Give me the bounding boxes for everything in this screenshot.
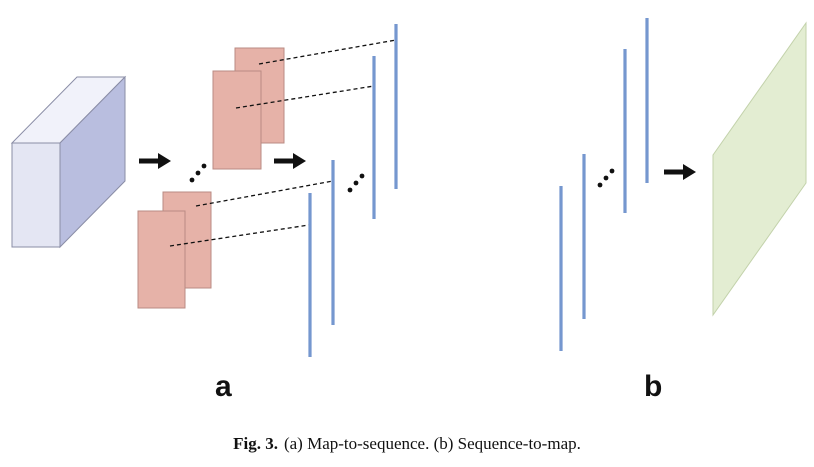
projection-line	[235, 85, 375, 109]
output-map-plane	[712, 21, 807, 317]
panel-a-diagram	[10, 24, 398, 357]
feature-map	[137, 210, 186, 309]
cuboid-front-face	[11, 142, 61, 248]
feature-map-stack-lower	[137, 191, 212, 309]
arrow-right-icon	[274, 153, 306, 169]
arrow-right-icon	[139, 153, 171, 169]
sequence-lines-output	[308, 24, 398, 357]
ellipsis-icon	[347, 173, 365, 193]
sequence-lines-input	[559, 18, 649, 351]
caption-text: (a) Map-to-sequence. (b) Sequence-to-map…	[283, 434, 581, 453]
projection-line	[169, 224, 310, 247]
ellipsis-icon	[597, 168, 615, 188]
panel-label-a: a	[215, 370, 232, 403]
panel-b-diagram	[559, 18, 807, 351]
panel-label-b: b	[644, 370, 663, 403]
feature-map-stack-upper	[212, 47, 285, 170]
projection-line	[258, 39, 397, 65]
input-cuboid	[10, 75, 127, 249]
projection-lines	[169, 39, 397, 247]
ellipsis-icon	[189, 163, 207, 183]
caption-fig-label: Fig. 3.	[233, 434, 278, 453]
feature-map	[212, 70, 262, 170]
figure-caption: Fig. 3. (a) Map-to-sequence. (b) Sequence…	[0, 434, 814, 454]
projection-line	[195, 180, 334, 207]
arrow-right-icon	[664, 164, 696, 180]
